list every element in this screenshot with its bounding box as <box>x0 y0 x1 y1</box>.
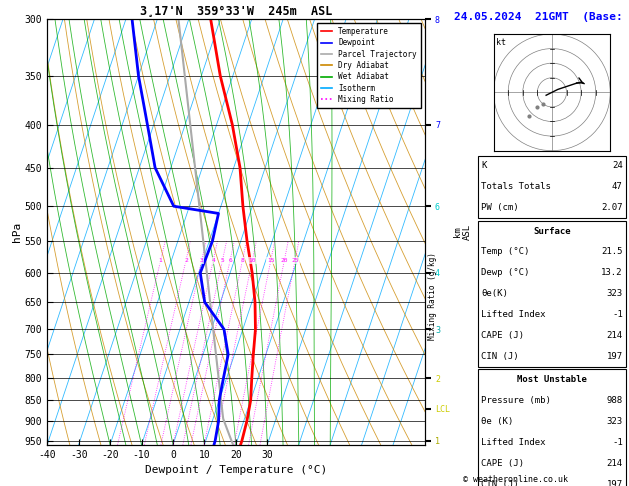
Text: 25: 25 <box>291 258 299 263</box>
Text: 15: 15 <box>267 258 274 263</box>
Text: Lifted Index: Lifted Index <box>481 310 546 319</box>
Text: 323: 323 <box>606 289 623 298</box>
Text: 10: 10 <box>248 258 256 263</box>
Text: 8: 8 <box>240 258 244 263</box>
Text: 24: 24 <box>612 161 623 171</box>
Text: 3: 3 <box>200 258 204 263</box>
Text: 24.05.2024  21GMT  (Base: 18): 24.05.2024 21GMT (Base: 18) <box>454 12 629 22</box>
Text: 21.5: 21.5 <box>601 247 623 257</box>
Text: CIN (J): CIN (J) <box>481 480 519 486</box>
Text: Pressure (mb): Pressure (mb) <box>481 396 551 405</box>
Text: 6: 6 <box>228 258 232 263</box>
Text: © weatheronline.co.uk: © weatheronline.co.uk <box>464 474 568 484</box>
Text: 2.07: 2.07 <box>601 203 623 212</box>
Text: 13.2: 13.2 <box>601 268 623 278</box>
Text: Dewp (°C): Dewp (°C) <box>481 268 530 278</box>
Text: 5: 5 <box>221 258 225 263</box>
Text: 20: 20 <box>281 258 288 263</box>
Y-axis label: hPa: hPa <box>12 222 22 242</box>
Text: Temp (°C): Temp (°C) <box>481 247 530 257</box>
Title: 3¸17'N  359°33'W  245m  ASL: 3¸17'N 359°33'W 245m ASL <box>140 5 332 18</box>
Text: CAPE (J): CAPE (J) <box>481 459 524 468</box>
Text: 4: 4 <box>211 258 215 263</box>
Text: Mixing Ratio (g/kg): Mixing Ratio (g/kg) <box>428 252 437 340</box>
X-axis label: Dewpoint / Temperature (°C): Dewpoint / Temperature (°C) <box>145 465 327 475</box>
Text: -1: -1 <box>612 310 623 319</box>
Text: 47: 47 <box>612 182 623 191</box>
Text: 2: 2 <box>184 258 188 263</box>
Text: Most Unstable: Most Unstable <box>517 375 587 384</box>
Text: θe(K): θe(K) <box>481 289 508 298</box>
Text: CIN (J): CIN (J) <box>481 352 519 361</box>
Text: Surface: Surface <box>533 226 571 236</box>
Y-axis label: km
ASL: km ASL <box>453 224 472 240</box>
Text: 214: 214 <box>606 331 623 340</box>
Text: -1: -1 <box>612 438 623 447</box>
Text: Totals Totals: Totals Totals <box>481 182 551 191</box>
Text: kt: kt <box>496 37 506 47</box>
Legend: Temperature, Dewpoint, Parcel Trajectory, Dry Adiabat, Wet Adiabat, Isotherm, Mi: Temperature, Dewpoint, Parcel Trajectory… <box>317 23 421 107</box>
Text: K: K <box>481 161 487 171</box>
Text: 197: 197 <box>606 480 623 486</box>
Text: PW (cm): PW (cm) <box>481 203 519 212</box>
Text: CAPE (J): CAPE (J) <box>481 331 524 340</box>
Text: 323: 323 <box>606 417 623 426</box>
Text: 197: 197 <box>606 352 623 361</box>
Text: θe (K): θe (K) <box>481 417 513 426</box>
Text: 1: 1 <box>159 258 162 263</box>
Text: 214: 214 <box>606 459 623 468</box>
Text: 988: 988 <box>606 396 623 405</box>
Text: Lifted Index: Lifted Index <box>481 438 546 447</box>
